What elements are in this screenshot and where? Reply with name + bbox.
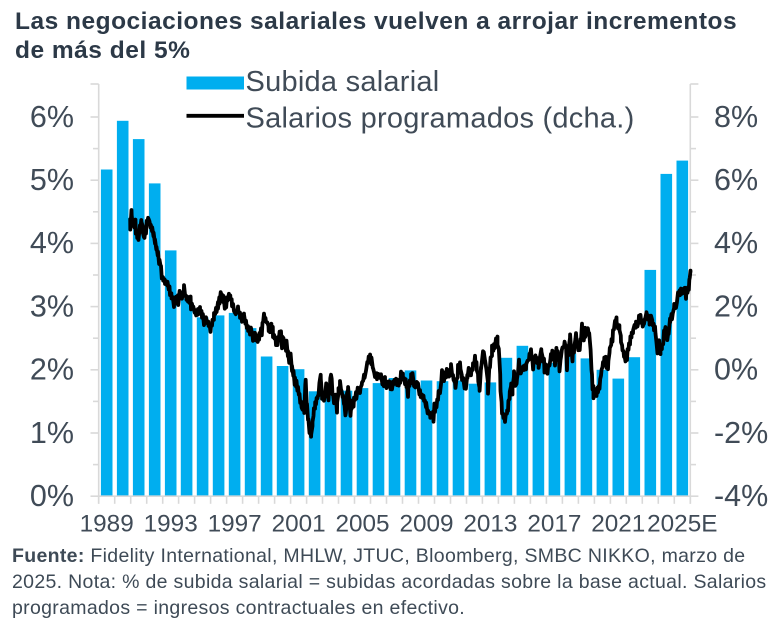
svg-text:2013: 2013 (463, 511, 517, 538)
svg-text:8%: 8% (714, 100, 758, 134)
svg-text:2021: 2021 (591, 511, 645, 538)
svg-text:6%: 6% (714, 163, 758, 197)
svg-text:1989: 1989 (80, 511, 134, 538)
svg-text:-4%: -4% (714, 479, 768, 513)
svg-text:-2%: -2% (714, 416, 768, 450)
svg-text:2%: 2% (714, 289, 758, 323)
svg-text:0%: 0% (30, 479, 74, 513)
svg-text:2025E: 2025E (647, 511, 717, 538)
svg-text:Salarios programados (dcha.): Salarios programados (dcha.) (246, 103, 635, 135)
svg-text:1997: 1997 (208, 511, 262, 538)
svg-text:2009: 2009 (399, 511, 453, 538)
svg-text:3%: 3% (30, 289, 74, 323)
svg-text:4%: 4% (30, 226, 74, 260)
svg-text:1993: 1993 (144, 511, 198, 538)
svg-text:2005: 2005 (335, 511, 389, 538)
svg-text:2017: 2017 (527, 511, 581, 538)
svg-text:4%: 4% (714, 226, 758, 260)
svg-text:0%: 0% (714, 353, 758, 387)
svg-text:6%: 6% (30, 100, 74, 134)
svg-text:1%: 1% (30, 416, 74, 450)
svg-text:5%: 5% (30, 163, 74, 197)
svg-text:2%: 2% (30, 353, 74, 387)
svg-text:Subida salarial: Subida salarial (246, 66, 440, 98)
svg-text:2001: 2001 (272, 511, 326, 538)
